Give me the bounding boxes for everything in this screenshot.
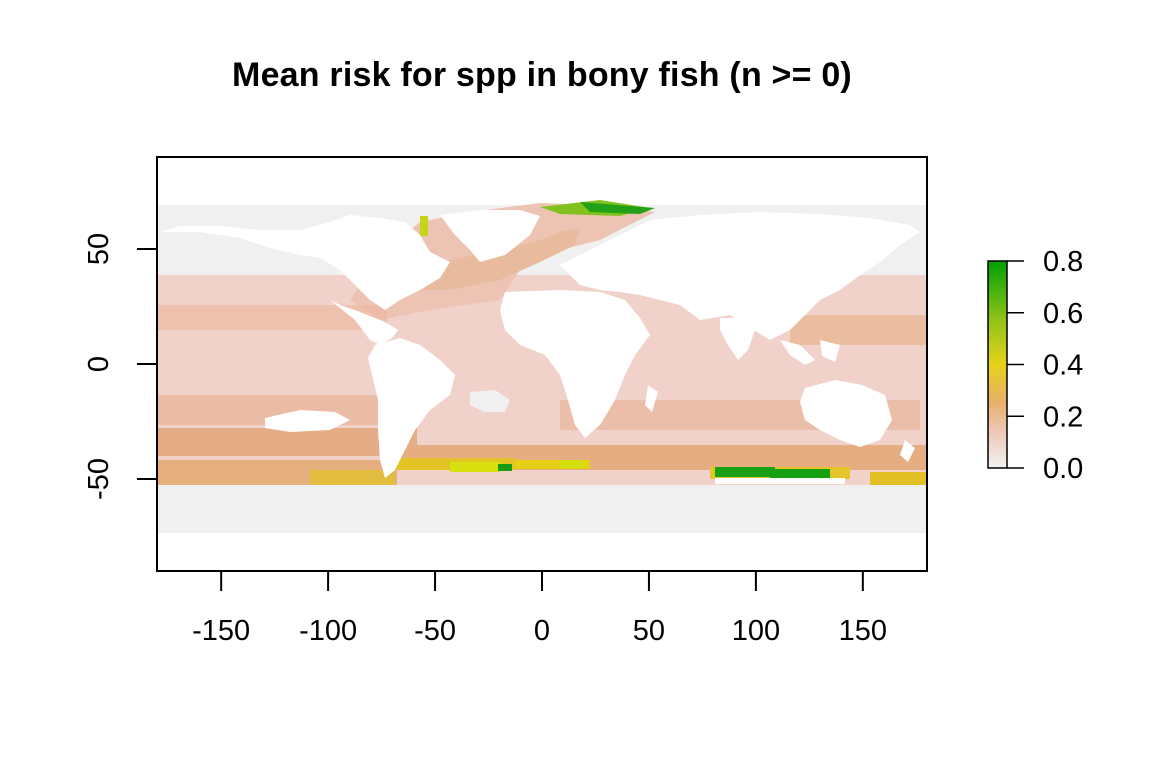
legend-tick-label: 0.2: [1043, 401, 1083, 433]
legend-colorbar: [987, 260, 1008, 469]
legend-tick-label: 0.0: [1043, 453, 1083, 485]
color-legend: 0.0 0.2 0.4 0.6 0.8: [987, 246, 1083, 485]
x-tick-label: 0: [534, 615, 550, 647]
y-tick-label: 50: [83, 233, 115, 265]
x-tick-label: 50: [633, 615, 665, 647]
x-tick-label: 150: [839, 615, 887, 647]
map-raster: [157, 157, 927, 571]
legend-tick-label: 0.4: [1043, 350, 1083, 382]
y-axis: -50 0 50: [83, 233, 157, 500]
chart-title: Mean risk for spp in bony fish (n >= 0): [232, 56, 852, 94]
y-tick-label: 0: [83, 356, 115, 372]
legend-tick-label: 0.6: [1043, 298, 1083, 330]
legend-tick-label: 0.8: [1043, 246, 1083, 278]
x-tick-label: -150: [192, 615, 250, 647]
x-tick-label: -50: [414, 615, 456, 647]
x-axis: -150 -100 -50 0 50 100 150: [192, 571, 887, 647]
x-tick-label: -100: [299, 615, 357, 647]
y-tick-label: -50: [83, 458, 115, 500]
x-tick-label: 100: [732, 615, 780, 647]
